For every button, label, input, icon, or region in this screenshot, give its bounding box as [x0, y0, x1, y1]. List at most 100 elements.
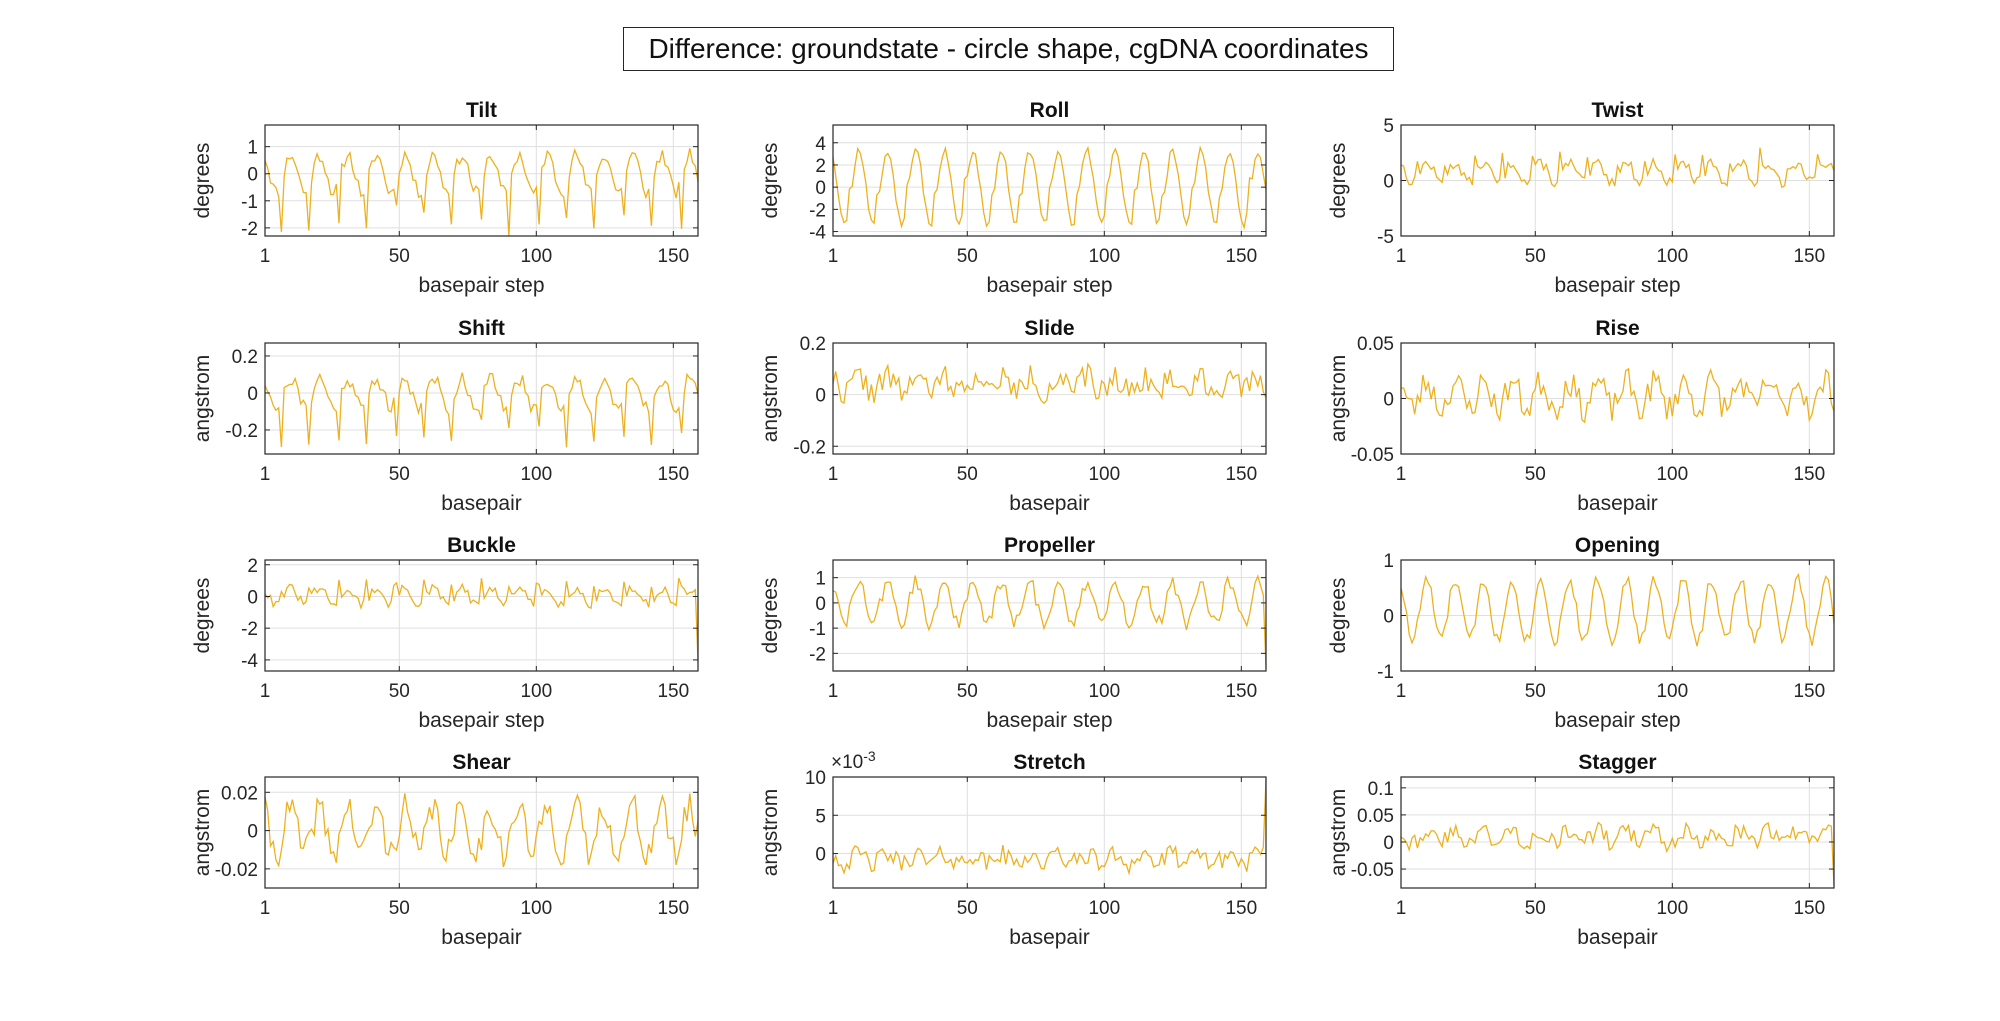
- x-tick-label: 1: [260, 681, 271, 702]
- plot-area: [833, 343, 1266, 454]
- x-tick-label: 50: [389, 246, 410, 267]
- y-tick-label: -2: [241, 219, 258, 240]
- y-axis-label: angstrom: [191, 789, 214, 877]
- x-tick-label: 50: [1525, 681, 1546, 702]
- y-tick-label: -0.2: [225, 421, 258, 442]
- subplot-title: Shift: [458, 317, 505, 340]
- x-tick-label: 50: [1525, 246, 1546, 267]
- axes-box: [264, 559, 699, 672]
- y-tick-label: -2: [241, 619, 258, 640]
- y-tick-label: 4: [815, 134, 826, 155]
- x-tick-label: 100: [520, 681, 552, 702]
- x-tick-label: 1: [260, 464, 271, 485]
- x-tick-label: 1: [828, 898, 839, 919]
- x-tick-label: 50: [389, 681, 410, 702]
- x-tick-label: 150: [1793, 898, 1825, 919]
- y-tick-label: 0.2: [232, 347, 258, 368]
- y-tick-label: -0.2: [793, 437, 826, 458]
- x-tick-label: 150: [1225, 681, 1257, 702]
- series-line-propeller: [832, 574, 1267, 669]
- subplot-stagger: 1 50 100 150-0.0500.050.1Staggerbasepairang…: [1327, 751, 1835, 949]
- x-axis-label: basepair: [441, 492, 522, 515]
- subplot-title: Opening: [1575, 534, 1660, 557]
- plot-area: [265, 777, 698, 888]
- x-tick-label: 50: [389, 898, 410, 919]
- series-line-shift: [264, 372, 699, 448]
- y-tick-label: -1: [241, 192, 258, 213]
- x-axis-label: basepair step: [1554, 274, 1680, 297]
- x-tick-label: 100: [1088, 898, 1120, 919]
- y-tick-label: 0: [247, 384, 258, 405]
- x-tick-label: 150: [657, 246, 689, 267]
- plot-area: [833, 777, 1266, 888]
- subplot-title: Stretch: [1013, 751, 1085, 774]
- axes-box: [264, 776, 699, 889]
- axes-box: [1400, 776, 1835, 889]
- subplot-title: Slide: [1024, 317, 1074, 340]
- x-tick-label: 1: [1396, 464, 1407, 485]
- y-tick-label: 5: [815, 806, 826, 827]
- x-axis-label: basepair step: [1554, 709, 1680, 732]
- axes-box: [832, 342, 1267, 455]
- x-tick-label: 150: [657, 464, 689, 485]
- axes-box: [264, 124, 699, 237]
- y-tick-label: 0: [247, 822, 258, 843]
- y-tick-label: 0: [247, 587, 258, 608]
- x-axis-label: basepair: [1009, 492, 1090, 515]
- x-tick-label: 100: [1656, 464, 1688, 485]
- y-tick-label: 0.2: [800, 334, 826, 355]
- x-tick-label: 100: [1656, 246, 1688, 267]
- y-tick-label: 0: [1383, 172, 1394, 193]
- series-line-tilt: [264, 147, 699, 237]
- x-tick-label: 100: [1088, 464, 1120, 485]
- y-tick-label: -4: [809, 223, 826, 244]
- series-line-buckle: [264, 577, 699, 662]
- y-tick-label: 2: [815, 156, 826, 177]
- x-tick-label: 1: [828, 681, 839, 702]
- plot-area: [1401, 777, 1834, 888]
- y-tick-label: -2: [809, 200, 826, 221]
- x-tick-label: 100: [520, 898, 552, 919]
- x-tick-label: 1: [828, 464, 839, 485]
- y-axis-label: degrees: [1327, 578, 1350, 654]
- subplot-title: Stagger: [1578, 751, 1656, 774]
- y-axis-label: degrees: [759, 143, 782, 219]
- y-tick-label: -4: [241, 651, 258, 672]
- axes-box: [832, 559, 1267, 672]
- y-tick-label: 0.02: [221, 783, 258, 804]
- y-tick-label: 0: [1383, 833, 1394, 854]
- x-axis-label: basepair step: [986, 274, 1112, 297]
- y-tick-label: 0: [1383, 607, 1394, 628]
- y-tick-label: 0.1: [1368, 779, 1394, 800]
- x-tick-label: 150: [1793, 464, 1825, 485]
- x-axis-label: basepair: [441, 926, 522, 949]
- y-tick-label: 5: [1383, 116, 1394, 137]
- y-tick-label: 0: [1383, 390, 1394, 411]
- axes-box: [832, 124, 1267, 237]
- x-tick-label: 100: [520, 246, 552, 267]
- y-tick-label: -0.05: [1351, 445, 1394, 466]
- y-axis-label: degrees: [1327, 143, 1350, 219]
- y-tick-label: 10: [805, 768, 826, 789]
- axes-box: [832, 776, 1267, 889]
- y-axis-label: angstrom: [759, 789, 782, 877]
- y-tick-label: -0.05: [1351, 860, 1394, 881]
- x-axis-label: basepair step: [418, 709, 544, 732]
- x-tick-label: 1: [1396, 681, 1407, 702]
- y-axis-label: angstrom: [759, 355, 782, 443]
- subplot-title: Buckle: [447, 534, 516, 557]
- y-tick-label: 0: [815, 845, 826, 866]
- y-tick-label: 0.05: [1357, 806, 1394, 827]
- x-tick-label: 1: [828, 246, 839, 267]
- x-tick-label: 150: [1225, 464, 1257, 485]
- y-axis-label: angstrom: [1327, 789, 1350, 877]
- x-tick-label: 150: [657, 681, 689, 702]
